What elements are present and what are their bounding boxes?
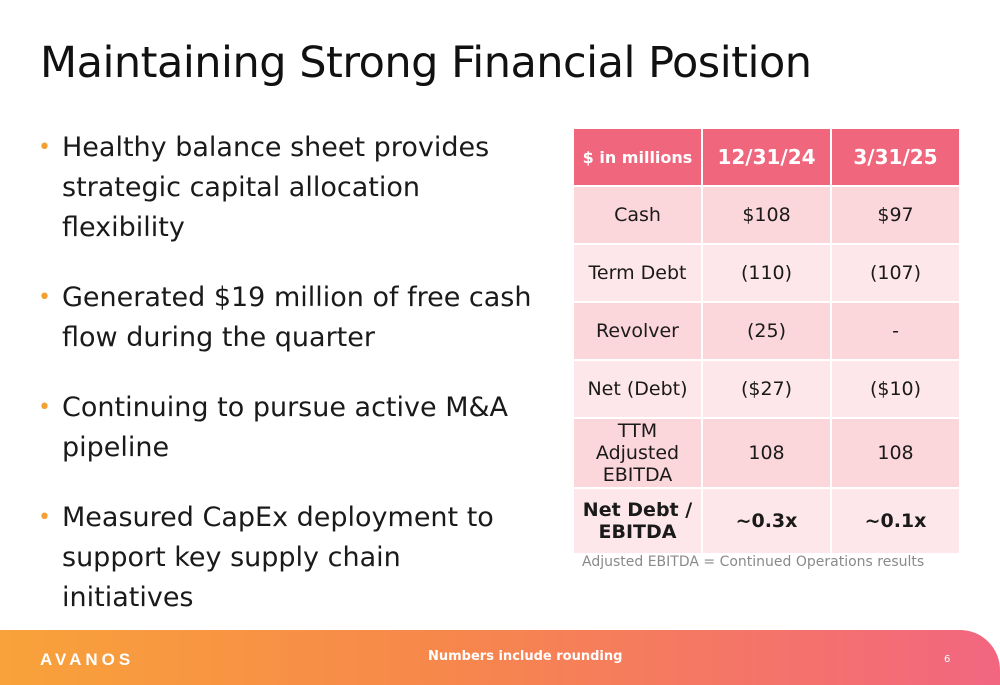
bullet-text: Generated $19 million of free cash flow … — [62, 282, 532, 353]
header-date-2: 3/31/25 — [830, 127, 961, 187]
row-value: (107) — [830, 243, 961, 303]
bullet-marker: • — [38, 285, 51, 310]
table-row: TTM Adjusted EBITDA 108 108 — [572, 417, 961, 489]
row-value: 108 — [830, 417, 961, 489]
row-value: ~0.1x — [830, 487, 961, 555]
table-row: Cash $108 $97 — [572, 185, 961, 245]
row-value: $97 — [830, 185, 961, 245]
page-number: 6 — [944, 654, 951, 665]
row-value: - — [830, 301, 961, 361]
row-label: Term Debt — [572, 243, 703, 303]
row-value: ~0.3x — [701, 487, 832, 555]
financial-table: $ in millions 12/31/24 3/31/25 Cash $108… — [572, 127, 961, 555]
footer-bar: AVANOS Numbers include rounding 6 — [0, 630, 1000, 685]
table-header-row: $ in millions 12/31/24 3/31/25 — [572, 127, 961, 187]
row-value: (110) — [701, 243, 832, 303]
table-row: Revolver (25) - — [572, 301, 961, 361]
header-date-1: 12/31/24 — [701, 127, 832, 187]
row-value: ($27) — [701, 359, 832, 419]
table-row: Term Debt (110) (107) — [572, 243, 961, 303]
table-row: Net (Debt) ($27) ($10) — [572, 359, 961, 419]
bullet-marker: • — [38, 505, 51, 530]
footer-note: Numbers include rounding — [428, 649, 623, 664]
table-footnote: Adjusted EBITDA = Continued Operations r… — [582, 554, 925, 570]
row-value: $108 — [701, 185, 832, 245]
table-row: Net Debt / EBITDA ~0.3x ~0.1x — [572, 487, 961, 555]
row-label: Net Debt / EBITDA — [572, 487, 703, 555]
row-label: TTM Adjusted EBITDA — [572, 417, 703, 489]
bullet-item: • Measured CapEx deployment to support k… — [38, 498, 538, 618]
bullet-text: Measured CapEx deployment to support key… — [62, 502, 494, 613]
row-label: Cash — [572, 185, 703, 245]
row-label: Revolver — [572, 301, 703, 361]
bullet-list: • Healthy balance sheet provides strateg… — [38, 128, 538, 648]
bullet-item: • Healthy balance sheet provides strateg… — [38, 128, 538, 248]
row-value: 108 — [701, 417, 832, 489]
row-value: ($10) — [830, 359, 961, 419]
bullet-item: • Continuing to pursue active M&A pipeli… — [38, 388, 538, 468]
bullet-marker: • — [38, 395, 51, 420]
company-logo: AVANOS — [40, 650, 135, 669]
row-value: (25) — [701, 301, 832, 361]
row-label: Net (Debt) — [572, 359, 703, 419]
header-units: $ in millions — [572, 127, 703, 187]
bullet-text: Healthy balance sheet provides strategic… — [62, 132, 490, 243]
bullet-text: Continuing to pursue active M&A pipeline — [62, 392, 509, 463]
slide-title: Maintaining Strong Financial Position — [40, 38, 812, 88]
bullet-item: • Generated $19 million of free cash flo… — [38, 278, 538, 358]
bullet-marker: • — [38, 135, 51, 160]
